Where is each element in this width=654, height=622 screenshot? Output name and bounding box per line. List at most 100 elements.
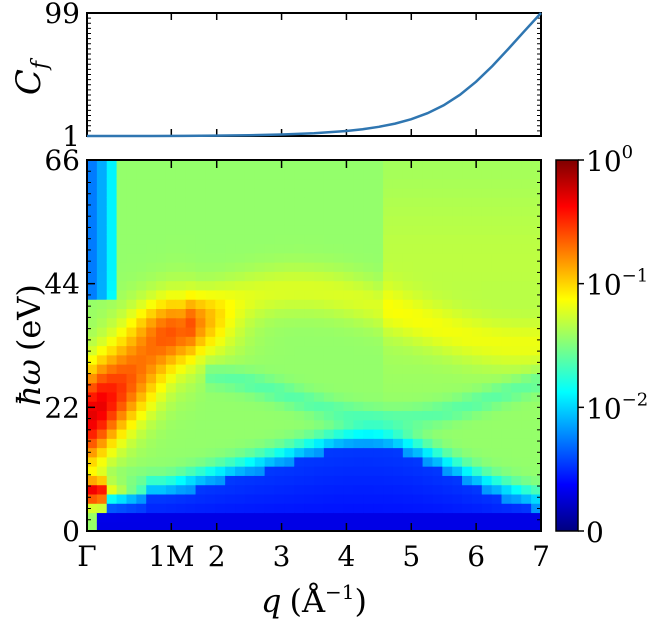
heatmap-cell [215,391,226,402]
heatmap-cell [254,234,266,245]
heatmap-cell [501,169,512,180]
heatmap-cell [521,447,532,458]
heatmap-cell [205,336,216,347]
heatmap-cell [146,197,157,207]
heatmap-cell [363,512,374,523]
heatmap-cell [215,447,226,458]
heatmap-cell [412,521,424,531]
heatmap-cell [511,187,522,198]
heatmap-cell [304,326,315,337]
heatmap-cell [501,299,512,310]
heatmap-cell [402,503,414,514]
heatmap-cell [165,280,177,291]
heatmap-cell [491,215,503,226]
heatmap-cell [264,224,276,235]
heatmap-cell [185,234,197,245]
heatmap-cell [442,215,453,226]
heatmap-cell [165,336,177,347]
heatmap-cell [205,484,216,495]
heatmap-cell [215,512,226,523]
heatmap-cell [323,512,335,523]
heatmap-cell [215,484,226,495]
heatmap-cell [323,280,335,291]
heatmap-cell [432,271,443,282]
heatmap-cell [531,475,541,486]
heatmap-cell [156,317,167,328]
heatmap-cell [185,262,197,272]
heatmap-cell [195,160,207,170]
heatmap-cell [264,289,276,300]
heatmap-cell [353,336,364,347]
heatmap-cell [274,466,285,476]
heatmap-cell [175,252,187,263]
heatmap-cell [185,438,197,449]
heatmap-cell [96,224,108,235]
heatmap-cell [106,521,118,531]
heatmap-cell [314,521,325,531]
heatmap-cell [373,428,384,439]
heatmap-cell [323,364,335,374]
heatmap-cell [373,280,384,291]
heatmap-cell [422,364,434,374]
heatmap-cell [156,289,167,300]
heatmap-cell [323,308,335,319]
heatmap-cell [323,419,335,430]
heatmap-cell [471,373,483,384]
heatmap-cell [333,271,345,282]
heatmap-cell [462,419,473,430]
heatmap-cell [501,187,512,198]
heatmap-cell [284,224,295,235]
heatmap-cell [225,475,236,486]
heatmap-x-tick-label: 6 [467,540,485,573]
heatmap-cell [185,178,197,189]
heatmap-cell [106,243,118,254]
heatmap-cell [195,308,207,319]
heatmap-cell [481,308,493,319]
heatmap-cell [442,289,453,300]
heatmap-cell [126,382,137,393]
heatmap-cell [452,224,463,235]
heatmap-cell [215,197,226,207]
heatmap-cell [511,160,522,170]
heatmap-cell [471,512,483,523]
heatmap-cell [353,326,364,337]
heatmap-cell [126,308,137,319]
heatmap-cell [126,234,137,245]
heatmap-cell [314,169,325,180]
heatmap-cell [294,373,305,384]
heatmap-cell [146,493,157,504]
heatmap-cell [195,456,207,467]
heatmap-cell [284,243,295,254]
heatmap-cell [314,187,325,198]
heatmap-cell [373,382,384,393]
heatmap-cell [146,503,157,514]
heatmap-cell [531,169,541,180]
heatmap-cell [274,373,285,384]
heatmap-cell [195,234,207,245]
heatmap-cell [165,466,177,476]
heatmap-x-tick-label: 7 [532,540,550,573]
heatmap-cell [511,280,522,291]
heatmap-cell [363,187,374,198]
heatmap-cell [333,382,345,393]
heatmap-cell [175,197,187,207]
heatmap-cell [531,438,541,449]
heatmap-cell [304,391,315,402]
heatmap-cell [235,308,246,319]
heatmap-cell [195,169,207,180]
heatmap-cell [195,447,207,458]
heatmap-cell [491,364,503,374]
heatmap-cell [452,364,463,374]
heatmap-cell [481,382,493,393]
heatmap-cell [235,252,246,263]
heatmap-cell [254,326,266,337]
heatmap-cell [156,160,167,170]
heatmap-cell [491,410,503,421]
heatmap-cell [521,410,532,421]
heatmap-cell [343,345,355,356]
heatmap-cell [304,354,315,365]
heatmap-cell [314,206,325,217]
heatmap-cell [264,317,276,328]
heatmap-cell [432,484,443,495]
heatmap-cell [501,428,512,439]
